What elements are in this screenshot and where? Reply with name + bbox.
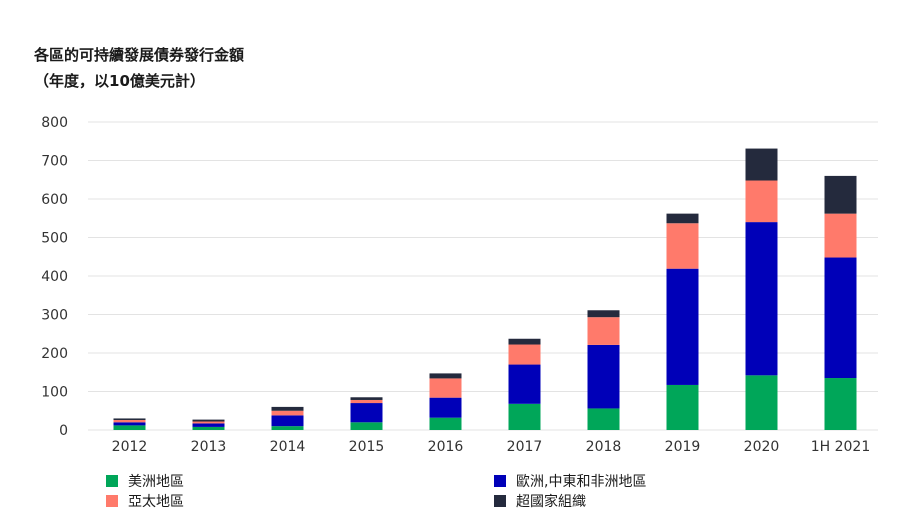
bar-segment [666,384,699,430]
bar-segment [587,317,620,345]
bar-segment [192,421,225,424]
bar-segment [192,423,225,427]
bar-segment [508,344,541,365]
y-axis-ticks: 0 100 200 300 400 500 600 700 800 [41,115,68,439]
bar-segment [192,419,225,422]
bar-segment [271,406,304,411]
bar-segment [508,364,541,404]
bars [113,148,857,430]
bar-segment [666,268,699,385]
bar-segment [350,422,383,430]
bar-segment [429,397,462,418]
x-tick-label: 1H 2021 [811,439,871,455]
bar-segment [824,213,857,258]
x-axis-ticks: 2012 2013 2014 2015 2016 2017 2018 2019 2020 1H 2… [112,439,871,455]
bar-segment [745,148,778,181]
bar-segment [350,399,383,404]
bar-segment [587,344,620,409]
x-tick-label: 2013 [191,439,227,455]
bar-segment [666,223,699,269]
y-tick-label: 800 [41,115,68,131]
bar-segment [824,378,857,430]
bar-segment [113,422,146,426]
bar-segment [587,408,620,430]
bar-segment [666,213,699,224]
y-tick-label: 100 [41,385,68,401]
y-tick-label: 700 [41,154,68,170]
bar-segment [271,410,304,416]
y-tick-label: 600 [41,192,68,208]
x-tick-label: 2019 [665,439,701,455]
bar-segment [587,310,620,318]
x-tick-label: 2012 [112,439,148,455]
y-tick-label: 0 [59,423,68,439]
y-tick-label: 300 [41,308,68,324]
bar-segment [113,418,146,420]
bar-segment [113,419,146,423]
bar-segment [350,397,383,400]
x-tick-label: 2018 [586,439,622,455]
y-tick-label: 500 [41,231,68,247]
chart-title: 各區的可持續發展債券發行金額 [34,46,245,64]
bar-segment [113,425,146,430]
chart-title-block: 各區的可持續發展債券發行金額 （年度，以10億美元計） [34,42,244,94]
bar-segment [745,222,778,376]
bar-segment [429,373,462,379]
bar-segment [824,257,857,379]
bar-segment [745,375,778,430]
bar-segment [745,180,778,223]
bar-segment [508,338,541,345]
y-tick-label: 200 [41,346,68,362]
x-tick-label: 2020 [744,439,780,455]
x-tick-label: 2017 [507,439,543,455]
bar-segment [429,378,462,398]
x-tick-label: 2015 [349,439,385,455]
y-tick-label: 400 [41,269,68,285]
bar-segment [508,403,541,430]
bar-segment [350,403,383,423]
bar-segment [271,415,304,427]
x-tick-label: 2016 [428,439,464,455]
bar-segment [271,426,304,430]
bar-segment [192,426,225,430]
bar-segment [824,175,857,214]
chart-subtitle: （年度，以10億美元計） [34,72,205,90]
x-tick-label: 2014 [270,439,306,455]
bar-segment [429,417,462,430]
